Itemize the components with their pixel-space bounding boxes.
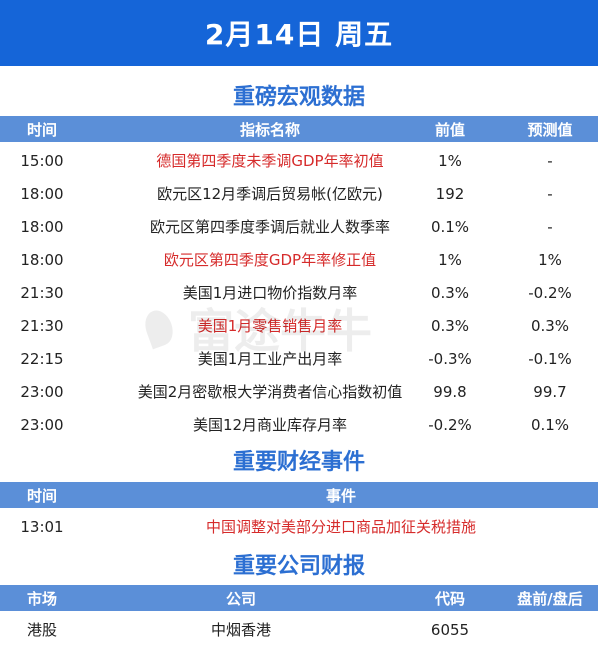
events-section-title: 重要财经事件 — [232, 450, 365, 475]
row-previous: 99.8 — [433, 382, 467, 401]
row-indicator-name: 欧元区第四季度GDP年率修正值 — [163, 251, 377, 269]
date-banner: 2月14日 周五 — [0, 0, 598, 66]
row-forecast: - — [547, 217, 553, 236]
row-forecast: -0.1% — [528, 349, 572, 368]
earnings-code: 6055 — [430, 620, 470, 639]
macro-section-title: 重磅宏观数据 — [232, 85, 365, 110]
earnings-market: 港股 — [26, 621, 57, 639]
header-event-time: 时间 — [26, 486, 57, 505]
table-row: 18:00 欧元区第四季度GDP年率修正值 1% 1% — [0, 243, 598, 276]
header-time: 时间 — [26, 120, 57, 139]
table-row: 22:15 美国1月工业产出月率 -0.3% -0.1% — [0, 342, 598, 375]
row-forecast: -0.2% — [528, 283, 572, 302]
table-row: 港股 中烟香港 6055 — [0, 613, 598, 646]
table-row: 18:00 欧元区第四季度季调后就业人数季率 0.1% - — [0, 210, 598, 243]
row-indicator-name: 美国1月工业产出月率 — [197, 350, 343, 368]
row-forecast: 1% — [538, 250, 562, 269]
earnings-header-row: 市场 公司 代码 盘前/盘后 — [0, 585, 598, 611]
row-forecast: 99.7 — [533, 382, 567, 401]
events-header-row: 时间 事件 — [0, 482, 598, 508]
row-indicator-name: 美国1月零售销售月率 — [197, 317, 343, 335]
row-forecast: - — [547, 151, 553, 170]
table-row: 21:30 美国1月零售销售月率 0.3% 0.3% — [0, 309, 598, 342]
row-previous: 192 — [435, 184, 465, 203]
row-time: 15:00 — [20, 151, 64, 170]
table-row: 23:00 美国12月商业库存月率 -0.2% 0.1% — [0, 408, 598, 441]
row-time: 21:30 — [20, 283, 64, 302]
row-indicator-name: 德国第四季度未季调GDP年率初值 — [156, 152, 384, 170]
event-description: 中国调整对美部分进口商品加征关税措施 — [205, 518, 476, 536]
row-previous: 0.3% — [430, 316, 470, 335]
table-row: 18:00 欧元区12月季调后贸易帐(亿欧元) 192 - — [0, 177, 598, 210]
header-code: 代码 — [434, 589, 465, 608]
row-forecast: - — [547, 184, 553, 203]
macro-header-row: 时间 指标名称 前值 预测值 — [0, 116, 598, 142]
table-row: 15:00 德国第四季度未季调GDP年率初值 1% - — [0, 144, 598, 177]
row-indicator-name: 美国12月商业库存月率 — [192, 416, 348, 434]
row-previous: 0.1% — [430, 217, 470, 236]
header-company: 公司 — [225, 589, 256, 608]
row-previous: 0.3% — [430, 283, 470, 302]
row-time: 18:00 — [20, 250, 64, 269]
earnings-session — [502, 613, 598, 646]
event-time: 13:01 — [20, 517, 64, 536]
date-title: 2月14日 周五 — [204, 18, 394, 51]
header-event: 事件 — [325, 486, 356, 505]
row-previous: -0.3% — [428, 349, 472, 368]
header-session: 盘前/盘后 — [517, 589, 583, 608]
earnings-section-title: 重要公司财报 — [232, 554, 365, 579]
row-time: 18:00 — [20, 184, 64, 203]
row-indicator-name: 欧元区第四季度季调后就业人数季率 — [149, 218, 390, 236]
row-previous: 1% — [438, 151, 462, 170]
row-forecast: 0.3% — [530, 316, 570, 335]
header-market: 市场 — [26, 589, 57, 608]
header-previous: 前值 — [434, 120, 465, 139]
row-previous: -0.2% — [428, 415, 472, 434]
earnings-company: 中烟香港 — [210, 621, 271, 639]
table-row: 13:01 中国调整对美部分进口商品加征关税措施 — [0, 510, 598, 543]
row-time: 22:15 — [20, 349, 64, 368]
row-indicator-name: 美国1月进口物价指数月率 — [182, 284, 358, 302]
table-row: 21:30 美国1月进口物价指数月率 0.3% -0.2% — [0, 276, 598, 309]
row-time: 23:00 — [20, 415, 64, 434]
row-previous: 1% — [438, 250, 462, 269]
row-time: 21:30 — [20, 316, 64, 335]
row-indicator-name: 欧元区12月季调后贸易帐(亿欧元) — [157, 185, 383, 203]
row-time: 18:00 — [20, 217, 64, 236]
header-forecast: 预测值 — [527, 120, 573, 139]
table-row: 23:00 美国2月密歇根大学消费者信心指数初值 99.8 99.7 — [0, 375, 598, 408]
row-indicator-name: 美国2月密歇根大学消费者信心指数初值 — [137, 383, 403, 401]
header-indicator-name: 指标名称 — [239, 120, 300, 139]
row-time: 23:00 — [20, 382, 64, 401]
row-forecast: 0.1% — [530, 415, 570, 434]
